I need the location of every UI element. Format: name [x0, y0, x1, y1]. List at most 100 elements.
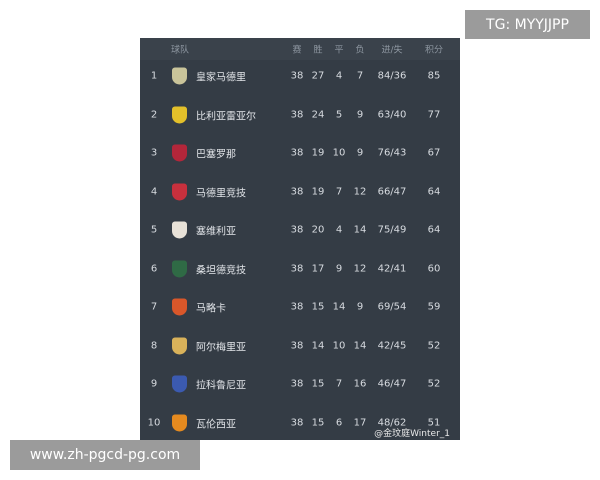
- table-row[interactable]: 巴塞罗那 3 38 19 10 9 76/43 67: [140, 134, 460, 172]
- team-name: 皇家马德里: [196, 72, 246, 84]
- cell-g: 76/43: [377, 147, 407, 159]
- cell-rank: 8: [150, 340, 158, 351]
- cell-pts: 60: [427, 263, 441, 274]
- table-row[interactable]: 阿尔梅里亚 8 38 14 10 14 42/45 52: [140, 327, 460, 365]
- team-crest-icon: [172, 67, 187, 85]
- cell-l: 12: [353, 186, 367, 197]
- cell-w: 19: [311, 186, 325, 197]
- cell-rank: 2: [150, 109, 158, 120]
- table-row[interactable]: 马略卡 7 38 15 14 9 69/54 59: [140, 288, 460, 326]
- cell-l: 9: [356, 109, 364, 120]
- header-goals: 进/失: [381, 45, 403, 56]
- cell-p: 38: [290, 263, 304, 274]
- cell-pts: 52: [427, 378, 441, 390]
- cell-rank: 5: [150, 224, 158, 236]
- standings-table: 球队 赛 胜 平 负 进/失 积分 皇家马德里 1 38 27 4 7 84/36 85 比利亚…: [140, 38, 460, 440]
- cell-l: 14: [353, 224, 367, 236]
- top-watermark-tag: TG: MYYJJPP: [465, 10, 590, 39]
- cell-d: 14: [332, 301, 346, 313]
- table-row[interactable]: 马德里竞技 4 38 19 7 12 66/47 64: [140, 173, 460, 211]
- team-name: 拉科鲁尼亚: [196, 380, 246, 392]
- cell-l: 17: [353, 417, 367, 428]
- cell-d: 10: [332, 340, 346, 351]
- cell-pts: 77: [427, 109, 441, 120]
- cell-d: 4: [335, 224, 343, 236]
- team-crest-icon: [172, 337, 187, 354]
- cell-w: 15: [311, 417, 325, 428]
- team-name: 瓦伦西亚: [196, 419, 236, 430]
- cell-rank: 7: [150, 301, 158, 313]
- cell-g: 63/40: [377, 109, 407, 120]
- team-crest-icon: [172, 144, 187, 162]
- cell-w: 24: [311, 109, 325, 120]
- table-header: 球队 赛 胜 平 负 进/失 积分: [140, 38, 460, 60]
- cell-rank: 6: [150, 263, 158, 274]
- cell-l: 16: [353, 378, 367, 390]
- cell-d: 10: [332, 147, 346, 159]
- team-crest-icon: [172, 106, 187, 123]
- cell-p: 38: [290, 186, 304, 197]
- header-team: 球队: [170, 45, 190, 56]
- team-name: 塞维利亚: [196, 226, 236, 238]
- team-crest-icon: [172, 260, 187, 277]
- cell-d: 7: [335, 378, 343, 390]
- cell-l: 9: [356, 147, 364, 159]
- cell-l: 9: [356, 301, 364, 313]
- table-row[interactable]: 比利亚雷亚尔 2 38 24 5 9 63/40 77: [140, 96, 460, 134]
- cell-d: 6: [335, 417, 343, 428]
- cell-pts: 64: [427, 186, 441, 197]
- cell-g: 75/49: [377, 224, 407, 236]
- cell-pts: 59: [427, 301, 441, 313]
- team-crest-icon: [172, 298, 187, 316]
- cell-g: 42/41: [377, 263, 407, 274]
- cell-l: 12: [353, 263, 367, 274]
- team-crest-icon: [172, 221, 187, 239]
- table-row[interactable]: 瓦伦西亚 10 38 15 6 17 48/62 51: [140, 404, 460, 442]
- cell-pts: 64: [427, 224, 441, 236]
- cell-g: 48/62: [377, 417, 407, 428]
- cell-d: 7: [335, 186, 343, 197]
- cell-d: 9: [335, 263, 343, 274]
- team-name: 巴塞罗那: [196, 149, 236, 161]
- cell-p: 38: [290, 224, 304, 236]
- cell-rank: 9: [150, 378, 158, 390]
- cell-rank: 4: [150, 186, 158, 197]
- cell-l: 7: [356, 70, 364, 82]
- table-row[interactable]: 皇家马德里 1 38 27 4 7 84/36 85: [140, 57, 460, 95]
- team-crest-icon: [172, 183, 187, 200]
- header-drawn: 平: [334, 45, 344, 56]
- header-points: 积分: [424, 45, 444, 56]
- team-name: 马德里竞技: [196, 188, 246, 199]
- table-row[interactable]: 桑坦德竞技 6 38 17 9 12 42/41 60: [140, 250, 460, 288]
- cell-g: 69/54: [377, 301, 407, 313]
- cell-w: 14: [311, 340, 325, 351]
- header-played: 赛: [292, 45, 302, 56]
- cell-w: 19: [311, 147, 325, 159]
- cell-rank: 3: [150, 147, 158, 159]
- cell-d: 4: [335, 70, 343, 82]
- cell-w: 15: [311, 378, 325, 390]
- cell-g: 46/47: [377, 378, 407, 390]
- cell-p: 38: [290, 340, 304, 351]
- cell-pts: 85: [427, 70, 441, 82]
- cell-g: 84/36: [377, 70, 407, 82]
- cell-w: 17: [311, 263, 325, 274]
- team-name: 阿尔梅里亚: [196, 342, 246, 353]
- cell-l: 14: [353, 340, 367, 351]
- cell-p: 38: [290, 417, 304, 428]
- cell-w: 15: [311, 301, 325, 313]
- team-name: 桑坦德竞技: [196, 265, 246, 276]
- cell-pts: 67: [427, 147, 441, 159]
- table-row[interactable]: 塞维利亚 5 38 20 4 14 75/49 64: [140, 211, 460, 249]
- cell-d: 5: [335, 109, 343, 120]
- cell-p: 38: [290, 147, 304, 159]
- cell-w: 20: [311, 224, 325, 236]
- cell-pts: 51: [427, 417, 441, 428]
- table-row[interactable]: 拉科鲁尼亚 9 38 15 7 16 46/47 52: [140, 365, 460, 403]
- team-name: 马略卡: [196, 303, 226, 315]
- header-lost: 负: [355, 45, 365, 56]
- cell-p: 38: [290, 70, 304, 82]
- cell-w: 27: [311, 70, 325, 82]
- team-name: 比利亚雷亚尔: [196, 111, 256, 122]
- cell-pts: 52: [427, 340, 441, 351]
